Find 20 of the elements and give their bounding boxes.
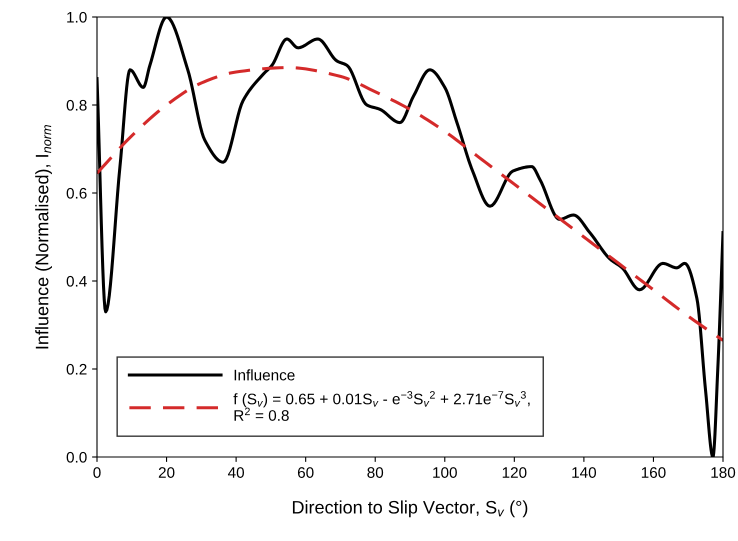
- x-tick-label: 20: [158, 467, 174, 478]
- y-tick-label: 0.4: [66, 276, 87, 287]
- y-axis-title: Influence (Normalised), I$_{norm}$: [35, 125, 52, 348]
- x-tick-label: 80: [367, 467, 384, 478]
- x-tick-label: 100: [433, 467, 457, 478]
- y-tick-label: 1.0: [67, 12, 87, 23]
- x-tick-label: 60: [298, 467, 314, 478]
- y-tick-label: 0.8: [66, 100, 87, 111]
- x-tick-label: 160: [642, 467, 666, 478]
- x-tick-label: 120: [502, 467, 526, 478]
- x-tick-label: 0: [93, 467, 101, 478]
- text: Influence: [234, 369, 295, 380]
- y-tick-label: 0.0: [66, 452, 87, 463]
- text: f (S$_{v}$) = 0.65 + 0.01S$_{v}$ - e$^{−3}$S$_{v}$$^{2}$ + 2.71e$^{−7}$S$_{v}$$^{3}$, R$^{2}$ = 0.8: [233, 391, 530, 421]
- y-tick-label: 0.6: [66, 188, 87, 199]
- x-tick-label: 40: [228, 467, 244, 478]
- y-tick-label: 0.2: [66, 364, 87, 375]
- x-tick-label: 180: [711, 467, 736, 478]
- x-tick-label: 140: [572, 467, 596, 478]
- x-axis-title: Direction to Slip Vector, S$_{v}$ (°): [292, 500, 528, 518]
